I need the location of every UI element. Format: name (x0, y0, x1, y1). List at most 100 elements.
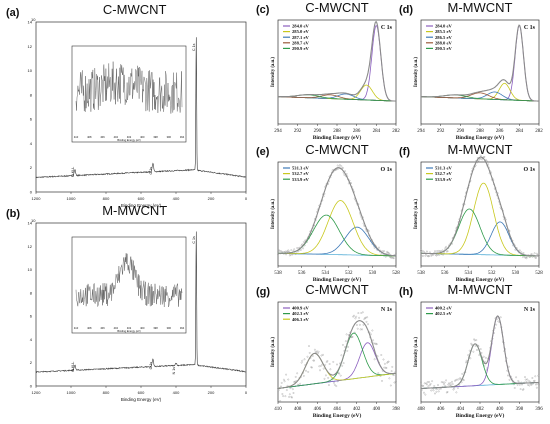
plot-frame (277, 161, 397, 267)
x-tick-label: 284 (373, 129, 381, 134)
x-tick-label: 534 (321, 271, 329, 276)
legend-entry: 290.9 eV (292, 46, 310, 51)
x-tick-label: 200 (208, 196, 215, 201)
x-tick-label: 0 (245, 390, 248, 395)
legend-entry: 532.7 eV (435, 171, 453, 176)
peak-label: O KLL (71, 167, 75, 177)
y-tick-label: 2 (30, 360, 33, 365)
y-tick-label: 10 (28, 68, 33, 73)
inset-x-tick-label: 404 (114, 326, 119, 330)
inset-x-axis-label: Binding Energy (eV) (117, 329, 140, 333)
legend (426, 167, 433, 180)
x-tick-label: 406 (314, 407, 322, 412)
fit-component-2 (421, 182, 539, 257)
y-tick-label: 2 (30, 165, 33, 170)
legend (283, 25, 290, 50)
x-tick-label: 400 (173, 390, 180, 395)
inset-spectrum (75, 61, 183, 114)
core-level-label: N 1s (381, 307, 393, 313)
x-axis-label: Binding Energy (eV) (456, 412, 505, 419)
x-axis-label: Binding Energy (eV) (313, 134, 362, 141)
y-tick-label: 0 (30, 384, 33, 389)
x-tick-label: 536 (441, 271, 449, 276)
inset-x-tick-label: 406 (100, 135, 105, 139)
panel-title: M-MWCNT (102, 203, 167, 218)
y-exponent: 10 (31, 218, 36, 223)
x-tick-label: 396 (535, 407, 543, 412)
y-axis-label: Intensity (a.u.) (414, 337, 419, 367)
inset-x-tick-label: 408 (87, 135, 92, 139)
x-tick-label: 1000 (67, 390, 77, 395)
inset-x-axis-label: Binding Energy (eV) (117, 138, 140, 142)
inset-x-tick-label: 400 (140, 326, 145, 330)
x-tick-label: 538 (417, 271, 425, 276)
panel-title: C-MWCNT (305, 0, 369, 15)
core-level-label: O 1s (380, 167, 392, 173)
legend (283, 307, 290, 320)
legend (426, 25, 433, 50)
panel-title: C-MWCNT (305, 142, 369, 157)
x-tick-label: 292 (437, 129, 445, 134)
panel-letter: (h) (399, 286, 413, 298)
x-tick-label: 290 (314, 129, 322, 134)
fit-envelope (421, 156, 539, 257)
inset-x-tick-label: 402 (127, 326, 132, 330)
x-axis-label: Binding Energy (eV) (313, 412, 362, 419)
x-tick-label: 286 (353, 129, 361, 134)
y-tick-label: 0 (30, 190, 33, 195)
survey-spectrum (35, 37, 247, 179)
legend (426, 307, 433, 315)
legend-entry: 285.5 eV (435, 29, 453, 34)
x-tick-label: 800 (103, 196, 110, 201)
x-tick-label: 528 (392, 271, 400, 276)
x-tick-label: 1000 (67, 196, 77, 201)
x-tick-label: 600 (138, 390, 145, 395)
x-tick-label: 538 (274, 271, 282, 276)
x-tick-label: 1200 (32, 196, 42, 201)
legend-entry: 288.7 eV (292, 40, 310, 45)
inset-x-tick-label: 406 (100, 326, 105, 330)
y-tick-label: 10 (28, 267, 33, 272)
panel-title: M-MWCNT (448, 142, 513, 157)
inset-x-tick-label: 396 (167, 326, 172, 330)
panel-letter: (d) (399, 4, 413, 16)
x-axis-label: Binding Energy (eV) (313, 276, 362, 283)
x-tick-label: 600 (138, 196, 145, 201)
x-axis-label: Binding Energy (eV) (121, 203, 162, 208)
x-tick-label: 286 (496, 129, 504, 134)
y-axis-label: Intensity (a.u.) (271, 337, 276, 367)
inset-x-tick-label: 398 (153, 326, 158, 330)
panel-letter: (b) (6, 208, 20, 220)
panel-letter: (f) (399, 146, 410, 158)
x-tick-label: 282 (392, 129, 400, 134)
inset-x-tick-label: 410 (74, 326, 79, 330)
legend-entry: 400.9 eV (292, 306, 310, 311)
legend-entry: 406.3 eV (292, 317, 310, 322)
inset-x-tick-label: 410 (74, 135, 79, 139)
x-tick-label: 534 (464, 271, 472, 276)
inset-x-tick-label: 396 (167, 135, 172, 139)
x-tick-label: 0 (245, 196, 248, 201)
peak-label: C 1s (192, 236, 196, 244)
y-tick-label: 4 (30, 141, 33, 146)
panel-letter: (g) (256, 286, 270, 298)
inset-x-tick-label: 394 (180, 135, 185, 139)
panel-title: M-MWCNT (448, 0, 513, 15)
inset-x-tick-label: 404 (114, 135, 119, 139)
peak-label: O 1s (149, 167, 153, 175)
x-tick-label: 398 (392, 407, 400, 412)
x-tick-label: 200 (208, 390, 215, 395)
legend-entry: 400.2 eV (435, 306, 453, 311)
x-tick-label: 288 (333, 129, 341, 134)
inset-frame (71, 45, 187, 143)
y-tick-label: 6 (30, 314, 33, 319)
peak-label: O KLL (71, 362, 75, 372)
x-tick-label: 284 (516, 129, 524, 134)
x-tick-label: 398 (516, 407, 524, 412)
inset-n1s-zoom (71, 45, 187, 143)
y-axis-label: Intensity (a.u.) (271, 57, 276, 87)
x-tick-label: 402 (476, 407, 484, 412)
peak-label: O 1s (149, 362, 153, 370)
peak-label: N 1s (172, 367, 176, 375)
